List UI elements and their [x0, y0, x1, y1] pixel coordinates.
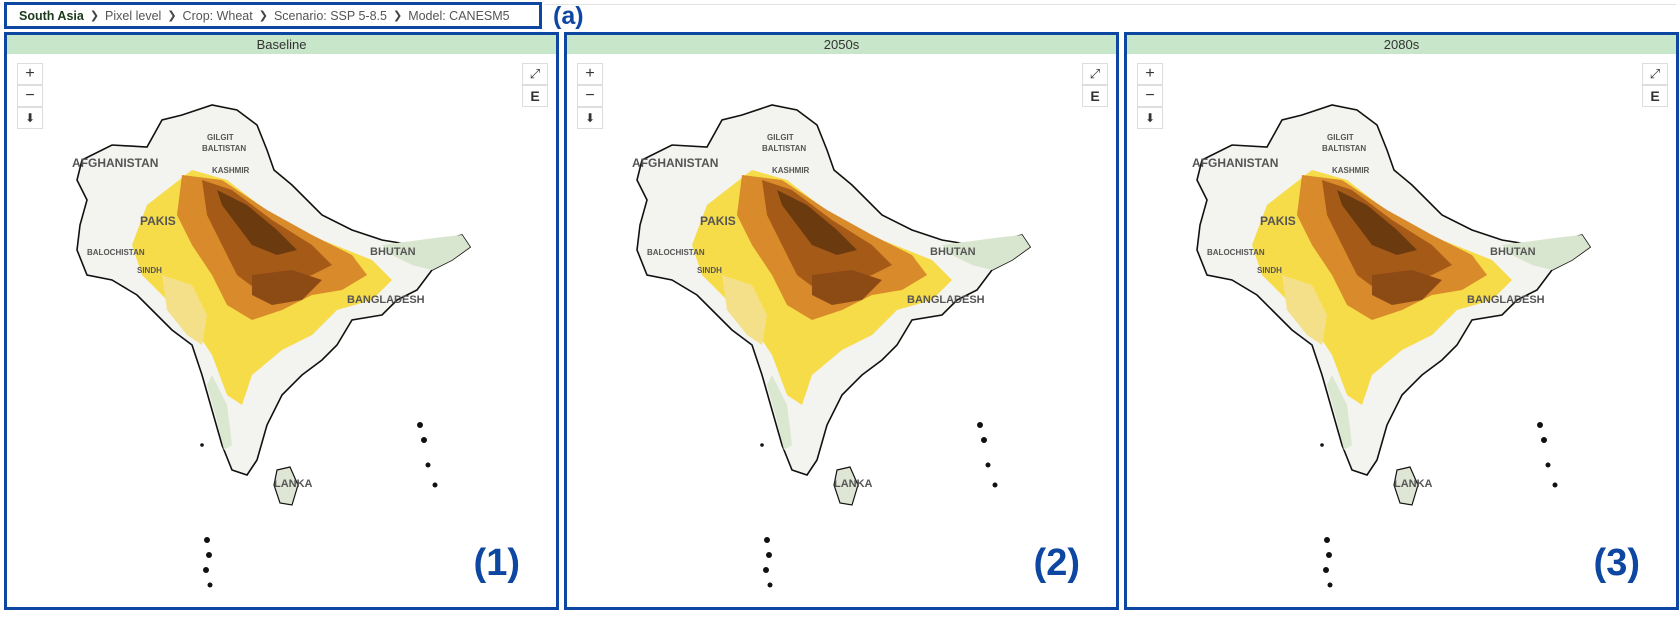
panel-title: 2050s — [567, 35, 1116, 54]
map-label-sindh: SINDH — [697, 266, 722, 275]
annotation-label-a: (a) — [553, 2, 584, 30]
download-icon[interactable]: ⬇ — [577, 107, 603, 129]
map-panel-2050s: 2050s + − ⬇ ⤢ E AFGHANISTAN PAKIS GILGIT… — [564, 32, 1119, 610]
export-button[interactable]: E — [522, 85, 548, 107]
divider — [545, 4, 1676, 5]
breadcrumb-region[interactable]: South Asia — [19, 8, 84, 23]
export-button[interactable]: E — [1082, 85, 1108, 107]
map-label-bangladesh: BANGLADESH — [1467, 294, 1545, 306]
map-label-lanka: LANKA — [274, 478, 313, 490]
map-label-balochistan: BALOCHISTAN — [647, 248, 705, 257]
download-icon[interactable]: ⬇ — [1137, 107, 1163, 129]
map-label-balochistan: BALOCHISTAN — [87, 248, 145, 257]
breadcrumb: South Asia ❯ Pixel level ❯ Crop: Wheat ❯… — [4, 2, 542, 29]
panel-label: (3) — [1593, 542, 1640, 584]
map-panel-2080s: 2080s + − ⬇ ⤢ E AFGHANISTAN PAKIS GILGIT… — [1124, 32, 1679, 610]
panel-title: Baseline — [7, 35, 556, 54]
map-view[interactable]: AFGHANISTAN PAKIS GILGIT BALTISTAN KASHM… — [1172, 75, 1642, 605]
breadcrumb-crop[interactable]: Crop: Wheat — [182, 8, 253, 23]
chevron-right-icon: ❯ — [167, 10, 177, 22]
map-label-baltistan: BALTISTAN — [762, 144, 806, 153]
chevron-right-icon: ❯ — [258, 10, 268, 22]
breadcrumb-scenario[interactable]: Scenario: SSP 5-8.5 — [273, 8, 387, 23]
map-label-baltistan: BALTISTAN — [202, 144, 246, 153]
zoom-out-button[interactable]: − — [577, 85, 603, 107]
map-label-bhutan: BHUTAN — [1490, 246, 1536, 258]
map-label-balochistan: BALOCHISTAN — [1207, 248, 1265, 257]
zoom-in-button[interactable]: + — [577, 63, 603, 85]
map-label-sindh: SINDH — [137, 266, 162, 275]
export-button[interactable]: E — [1642, 85, 1668, 107]
chevron-right-icon: ❯ — [392, 10, 403, 22]
panel-label: (1) — [473, 542, 520, 584]
expand-icon[interactable]: ⤢ — [522, 63, 548, 85]
expand-icon[interactable]: ⤢ — [1642, 63, 1668, 85]
expand-icon[interactable]: ⤢ — [1082, 63, 1108, 85]
map-label-bhutan: BHUTAN — [370, 246, 416, 258]
map-label-bangladesh: BANGLADESH — [347, 294, 425, 306]
map-label-pakistan: PAKIS — [140, 214, 176, 228]
chevron-right-icon: ❯ — [89, 10, 100, 22]
map-label-gilgit: GILGIT — [767, 133, 794, 142]
zoom-in-button[interactable]: + — [1137, 63, 1163, 85]
breadcrumb-level[interactable]: Pixel level — [105, 8, 162, 23]
map-label-kashmir: KASHMIR — [772, 166, 810, 175]
map-label-sindh: SINDH — [1257, 266, 1282, 275]
map-label-afghanistan: AFGHANISTAN — [1192, 156, 1278, 170]
map-label-kashmir: KASHMIR — [212, 166, 250, 175]
map-label-afghanistan: AFGHANISTAN — [632, 156, 718, 170]
map-label-gilgit: GILGIT — [207, 133, 234, 142]
zoom-out-button[interactable]: − — [1137, 85, 1163, 107]
map-label-lanka: LANKA — [834, 478, 873, 490]
map-label-bhutan: BHUTAN — [930, 246, 976, 258]
map-view[interactable]: AFGHANISTAN PAKIS GILGIT BALTISTAN KASHM… — [52, 75, 522, 605]
download-icon[interactable]: ⬇ — [17, 107, 43, 129]
map-label-kashmir: KASHMIR — [1332, 166, 1370, 175]
map-label-gilgit: GILGIT — [1327, 133, 1354, 142]
map-view[interactable]: AFGHANISTAN PAKIS GILGIT BALTISTAN KASHM… — [612, 75, 1082, 605]
map-label-pakistan: PAKIS — [700, 214, 736, 228]
breadcrumb-model[interactable]: Model: CANESM5 — [408, 8, 510, 23]
map-label-pakistan: PAKIS — [1260, 214, 1296, 228]
map-panel-baseline: Baseline + − ⬇ ⤢ E AFGHANISTAN PAKIS GIL… — [4, 32, 559, 610]
panel-title: 2080s — [1127, 35, 1676, 54]
map-label-lanka: LANKA — [1394, 478, 1433, 490]
map-label-afghanistan: AFGHANISTAN — [72, 156, 158, 170]
panel-label: (2) — [1033, 542, 1080, 584]
map-label-bangladesh: BANGLADESH — [907, 294, 985, 306]
zoom-out-button[interactable]: − — [17, 85, 43, 107]
map-label-baltistan: BALTISTAN — [1322, 144, 1366, 153]
zoom-in-button[interactable]: + — [17, 63, 43, 85]
